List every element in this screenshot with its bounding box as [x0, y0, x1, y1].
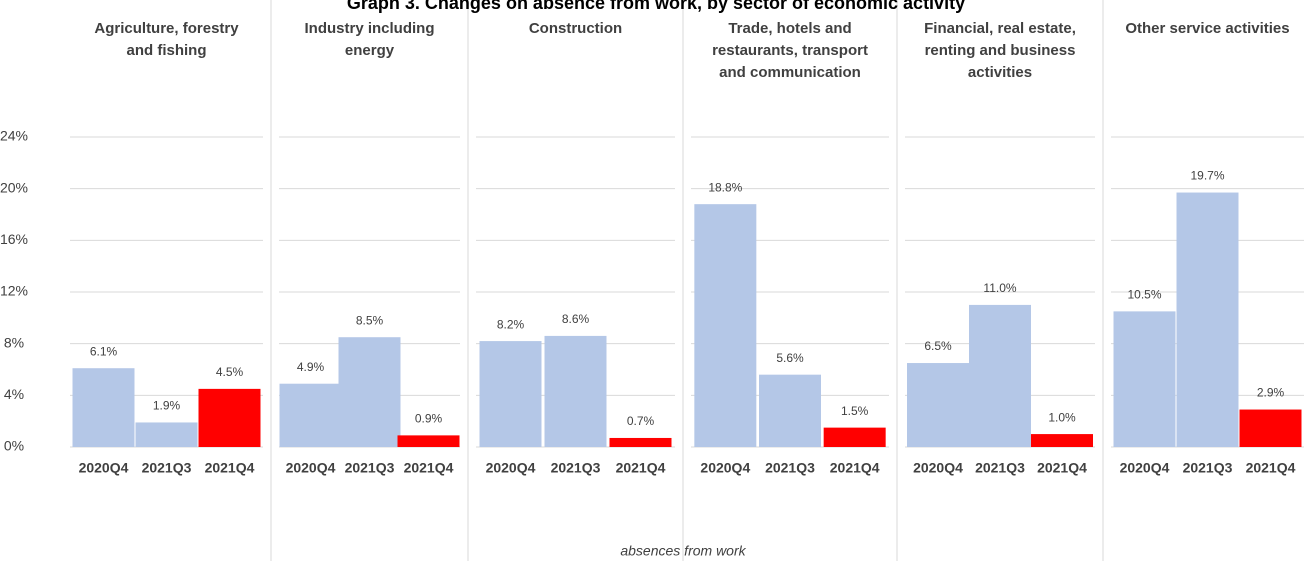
x-tick-label: 2020Q4 — [913, 460, 963, 476]
bar — [544, 335, 607, 447]
value-label: 11.0% — [983, 281, 1016, 295]
x-tick-label: 2020Q4 — [700, 460, 750, 476]
panel-title: Agriculture, forestry and fishing — [94, 20, 239, 59]
x-tick-label: 2021Q4 — [616, 460, 666, 476]
x-tick-label: 2021Q4 — [1037, 460, 1087, 476]
value-label: 0.9% — [415, 412, 443, 426]
value-label: 1.9% — [153, 399, 181, 413]
bar — [1176, 192, 1239, 447]
value-label: 2.9% — [1257, 386, 1285, 400]
value-label: 8.2% — [497, 317, 525, 331]
bar — [338, 337, 401, 447]
chart-title: Graph 3. Changes on absence from work, b… — [346, 0, 966, 13]
bar — [969, 304, 1031, 447]
value-label: 18.8% — [708, 180, 742, 194]
bar — [694, 204, 757, 447]
bar — [279, 383, 342, 447]
bar — [72, 368, 135, 447]
y-tick-label: 8% — [4, 334, 24, 350]
panel-title: Financial, real estate, renting and busi… — [924, 20, 1076, 81]
bar — [397, 435, 460, 447]
bar — [1031, 434, 1093, 447]
value-label: 8.6% — [562, 312, 590, 326]
value-label: 19.7% — [1190, 169, 1224, 183]
x-tick-label: 2020Q4 — [486, 460, 536, 476]
x-tick-label: 2020Q4 — [79, 460, 129, 476]
y-tick-label: 24% — [0, 128, 28, 144]
y-tick-label: 12% — [0, 283, 28, 299]
y-tick-label: 16% — [0, 231, 28, 247]
value-label: 4.9% — [297, 360, 325, 374]
bar — [823, 427, 886, 447]
bar — [609, 437, 672, 447]
bar — [135, 422, 198, 447]
bar — [759, 374, 821, 447]
y-tick-label: 0% — [4, 438, 24, 454]
bar — [479, 341, 542, 447]
value-label: 5.6% — [776, 351, 804, 365]
x-tick-label: 2021Q3 — [551, 460, 601, 476]
x-tick-label: 2021Q3 — [345, 460, 395, 476]
value-label: 1.5% — [841, 404, 869, 418]
value-label: 10.5% — [1127, 288, 1161, 302]
panel-title: Other service activities — [1125, 20, 1290, 37]
x-tick-label: 2021Q4 — [404, 460, 454, 476]
bar — [907, 363, 969, 447]
panel-title: Construction — [528, 20, 623, 37]
y-tick-label: 20% — [0, 179, 28, 195]
bar — [1113, 311, 1176, 447]
x-tick-label: 2021Q3 — [765, 460, 815, 476]
x-tick-label: 2021Q4 — [205, 460, 255, 476]
x-tick-label: 2021Q4 — [830, 460, 880, 476]
value-label: 0.7% — [627, 414, 655, 428]
value-label: 6.1% — [90, 344, 118, 358]
x-tick-label: 2021Q3 — [975, 460, 1025, 476]
x-tick-label: 2021Q3 — [142, 460, 192, 476]
x-tick-label: 2020Q4 — [286, 460, 336, 476]
value-label: 6.5% — [924, 339, 952, 353]
panel-title: Industry including energy — [304, 20, 435, 59]
bar — [198, 388, 261, 447]
value-label: 8.5% — [356, 313, 384, 327]
x-tick-label: 2021Q3 — [1183, 460, 1233, 476]
panel-title: Trade, hotels and restaurants, transport… — [712, 20, 868, 81]
y-tick-label: 4% — [4, 386, 24, 402]
value-label: 4.5% — [216, 365, 244, 379]
value-label: 1.0% — [1048, 410, 1076, 424]
bar — [1239, 409, 1302, 447]
x-tick-label: 2021Q4 — [1246, 460, 1296, 476]
x-tick-label: 2020Q4 — [1120, 460, 1170, 476]
